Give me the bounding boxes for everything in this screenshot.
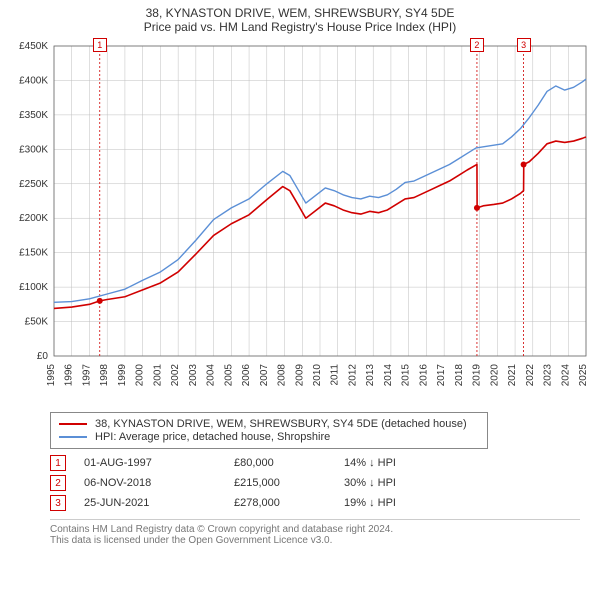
chart-subtitle: Price paid vs. HM Land Registry's House …: [0, 20, 600, 34]
svg-text:2004: 2004: [206, 364, 217, 387]
legend-item: 38, KYNASTON DRIVE, WEM, SHREWSBURY, SY4…: [59, 418, 479, 430]
svg-text:2010: 2010: [312, 364, 323, 387]
sale-row-date: 06-NOV-2018: [84, 477, 234, 489]
sale-row-diff: 14% ↓ HPI: [344, 457, 464, 469]
svg-text:2024: 2024: [560, 364, 571, 387]
svg-text:2014: 2014: [383, 364, 394, 387]
svg-text:£0: £0: [37, 351, 49, 362]
footer-line-1: Contains HM Land Registry data © Crown c…: [50, 524, 580, 535]
chart-area: £0 £50K £100K £150K £200K £250K £300K £350K £400…: [0, 36, 600, 406]
svg-text:2008: 2008: [277, 364, 288, 387]
sale-row: 2 06-NOV-2018£215,00030% ↓ HPI: [50, 475, 580, 491]
legend: 38, KYNASTON DRIVE, WEM, SHREWSBURY, SY4…: [50, 412, 488, 449]
svg-text:£350K: £350K: [19, 110, 48, 121]
legend-swatch: [59, 423, 87, 425]
svg-text:2016: 2016: [418, 364, 429, 387]
svg-text:1997: 1997: [81, 364, 92, 387]
svg-text:2002: 2002: [170, 364, 181, 387]
svg-text:2020: 2020: [489, 364, 500, 387]
svg-text:2009: 2009: [294, 364, 305, 387]
sale-marker-2: 2: [470, 38, 484, 52]
sale-row-marker: 2: [50, 475, 66, 491]
svg-text:2001: 2001: [152, 364, 163, 387]
sale-row: 3 25-JUN-2021£278,00019% ↓ HPI: [50, 495, 580, 511]
svg-text:2011: 2011: [330, 364, 341, 386]
legend-item: HPI: Average price, detached house, Shro…: [59, 431, 479, 443]
chart-header: 38, KYNASTON DRIVE, WEM, SHREWSBURY, SY4…: [0, 0, 600, 36]
svg-text:2015: 2015: [401, 364, 412, 387]
svg-text:2019: 2019: [472, 364, 483, 387]
svg-text:£450K: £450K: [19, 41, 48, 52]
sale-row-marker: 1: [50, 455, 66, 471]
sale-row-price: £278,000: [234, 497, 344, 509]
svg-text:£300K: £300K: [19, 144, 48, 155]
sale-row-diff: 19% ↓ HPI: [344, 497, 464, 509]
svg-text:2017: 2017: [436, 364, 447, 387]
svg-text:£400K: £400K: [19, 75, 48, 86]
sale-row-price: £215,000: [234, 477, 344, 489]
footer-line-2: This data is licensed under the Open Gov…: [50, 535, 580, 546]
legend-label: HPI: Average price, detached house, Shro…: [95, 431, 330, 443]
svg-text:2007: 2007: [259, 364, 270, 387]
svg-text:£50K: £50K: [25, 317, 49, 328]
svg-text:1995: 1995: [46, 364, 57, 387]
svg-text:2018: 2018: [454, 364, 465, 387]
svg-text:2012: 2012: [347, 364, 358, 387]
svg-text:£150K: £150K: [19, 248, 48, 259]
svg-text:1999: 1999: [117, 364, 128, 387]
svg-text:2000: 2000: [135, 364, 146, 387]
chart-title: 38, KYNASTON DRIVE, WEM, SHREWSBURY, SY4…: [0, 6, 600, 20]
svg-text:1996: 1996: [64, 364, 75, 387]
sale-row-diff: 30% ↓ HPI: [344, 477, 464, 489]
svg-text:2022: 2022: [525, 364, 536, 387]
sale-row-price: £80,000: [234, 457, 344, 469]
sale-row-marker: 3: [50, 495, 66, 511]
svg-text:2003: 2003: [188, 364, 199, 387]
svg-text:2005: 2005: [223, 364, 234, 387]
svg-text:£100K: £100K: [19, 282, 48, 293]
attribution-footer: Contains HM Land Registry data © Crown c…: [50, 519, 580, 546]
sale-row: 1 01-AUG-1997£80,00014% ↓ HPI: [50, 455, 580, 471]
sale-row-date: 01-AUG-1997: [84, 457, 234, 469]
svg-text:2023: 2023: [543, 364, 554, 387]
svg-text:£200K: £200K: [19, 213, 48, 224]
svg-text:1998: 1998: [99, 364, 110, 387]
sale-marker-1: 1: [93, 38, 107, 52]
sale-marker-3: 3: [517, 38, 531, 52]
sales-table: 1 01-AUG-1997£80,00014% ↓ HPI 2 06-NOV-2018…: [50, 455, 580, 511]
line-chart: £0 £50K £100K £150K £200K £250K £300K £350K £400…: [0, 36, 600, 406]
svg-text:2025: 2025: [578, 364, 589, 387]
svg-text:2013: 2013: [365, 364, 376, 387]
sale-row-date: 25-JUN-2021: [84, 497, 234, 509]
legend-label: 38, KYNASTON DRIVE, WEM, SHREWSBURY, SY4…: [95, 418, 467, 430]
svg-text:2021: 2021: [507, 364, 518, 387]
legend-swatch: [59, 436, 87, 438]
svg-text:2006: 2006: [241, 364, 252, 387]
svg-text:£250K: £250K: [19, 179, 48, 190]
